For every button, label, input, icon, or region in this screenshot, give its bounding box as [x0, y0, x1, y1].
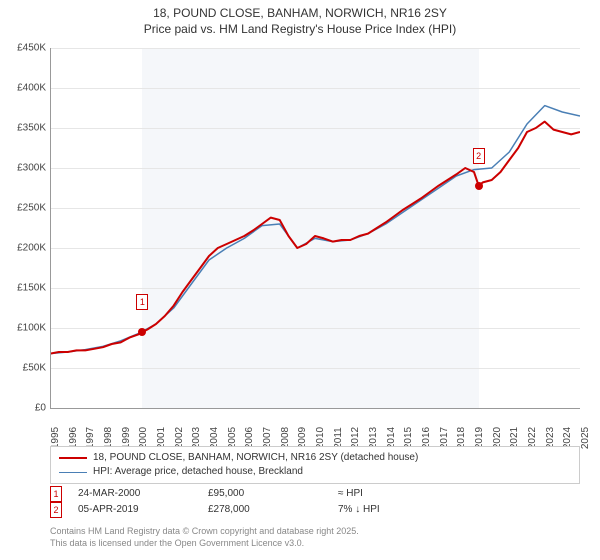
transaction-marker: 1 — [50, 486, 62, 502]
legend-item-hpi: HPI: Average price, detached house, Brec… — [59, 465, 571, 479]
chart-plot-area: £0£50K£100K£150K£200K£250K£300K£350K£400… — [50, 48, 580, 408]
series-hpi — [50, 106, 580, 354]
x-axis-tick-label: 2025 — [580, 427, 591, 449]
marker-dot — [138, 328, 146, 336]
title-subtitle: Price paid vs. HM Land Registry's House … — [0, 22, 600, 38]
transaction-date: 05-APR-2019 — [78, 502, 208, 518]
title-address: 18, POUND CLOSE, BANHAM, NORWICH, NR16 2… — [0, 6, 600, 22]
legend-swatch — [59, 472, 87, 473]
series-price_paid — [50, 122, 580, 354]
marker-label: 2 — [473, 148, 485, 164]
table-row: 1 24-MAR-2000 £95,000 ≈ HPI — [50, 486, 580, 502]
y-axis-tick-label: £200K — [17, 243, 46, 254]
y-axis-tick-label: £400K — [17, 83, 46, 94]
y-axis-tick-label: £250K — [17, 203, 46, 214]
legend-label: 18, POUND CLOSE, BANHAM, NORWICH, NR16 2… — [93, 451, 418, 465]
transactions-table: 1 24-MAR-2000 £95,000 ≈ HPI 2 05-APR-201… — [50, 486, 580, 518]
marker-dot — [475, 182, 483, 190]
legend-swatch — [59, 457, 87, 459]
y-axis-tick-label: £150K — [17, 283, 46, 294]
transaction-price: £95,000 — [208, 486, 338, 502]
legend-label: HPI: Average price, detached house, Brec… — [93, 465, 303, 479]
y-axis-tick-label: £350K — [17, 123, 46, 134]
chart-container: 18, POUND CLOSE, BANHAM, NORWICH, NR16 2… — [0, 0, 600, 560]
y-axis-tick-label: £450K — [17, 43, 46, 54]
y-axis-tick-label: £300K — [17, 163, 46, 174]
legend: 18, POUND CLOSE, BANHAM, NORWICH, NR16 2… — [50, 446, 580, 484]
footer-line: This data is licensed under the Open Gov… — [50, 538, 580, 550]
y-axis-tick-label: £0 — [35, 403, 46, 414]
transaction-price: £278,000 — [208, 502, 338, 518]
title-block: 18, POUND CLOSE, BANHAM, NORWICH, NR16 2… — [0, 0, 600, 39]
transaction-diff: ≈ HPI — [338, 486, 438, 502]
y-axis-tick-label: £50K — [23, 363, 46, 374]
chart-lines — [50, 48, 580, 408]
y-axis-tick-label: £100K — [17, 323, 46, 334]
transaction-diff: 7% ↓ HPI — [338, 502, 438, 518]
footer-line: Contains HM Land Registry data © Crown c… — [50, 526, 580, 538]
table-row: 2 05-APR-2019 £278,000 7% ↓ HPI — [50, 502, 580, 518]
footer-attribution: Contains HM Land Registry data © Crown c… — [50, 526, 580, 549]
marker-label: 1 — [136, 294, 148, 310]
legend-item-price-paid: 18, POUND CLOSE, BANHAM, NORWICH, NR16 2… — [59, 451, 571, 465]
transaction-date: 24-MAR-2000 — [78, 486, 208, 502]
transaction-marker: 2 — [50, 502, 62, 518]
